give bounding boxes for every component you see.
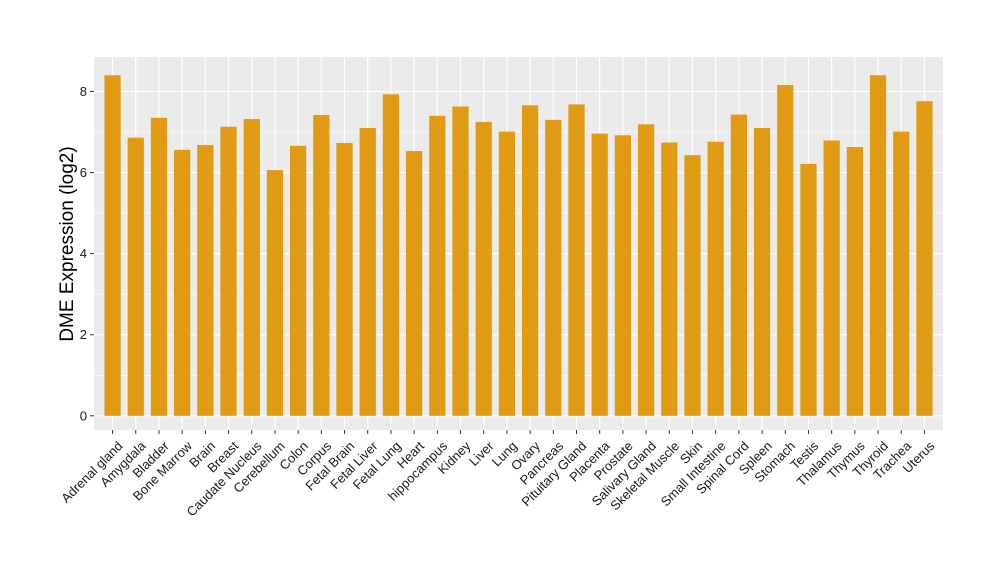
- bar-thymus: [846, 147, 863, 416]
- bar-ovary: [521, 105, 539, 416]
- bar-corpus: [313, 114, 330, 416]
- bar-kidney: [452, 106, 469, 416]
- y-axis: 0 2 4 6 8: [80, 84, 94, 423]
- y-axis-title: DME Expression (log2): [57, 146, 78, 341]
- bar-breast: [220, 126, 237, 416]
- bar-skin: [684, 155, 701, 416]
- bar-thalamus: [823, 140, 840, 416]
- bar-heart: [405, 151, 423, 416]
- bar-fetal-lung: [382, 94, 400, 416]
- bar-spleen: [753, 127, 771, 416]
- bar-fetal-liver: [359, 127, 376, 416]
- bar-lung: [498, 131, 516, 416]
- bar-fetal-brain: [336, 142, 353, 416]
- bar-caudate-nucleus: [243, 119, 260, 416]
- bar-placenta: [591, 133, 608, 416]
- y-tick-label: 4: [80, 246, 87, 261]
- bar-cerebellum: [266, 170, 284, 416]
- bar-adrenal-gland: [104, 75, 121, 416]
- bar-pituitary-gland: [568, 104, 585, 416]
- bar-amygdala: [127, 137, 144, 416]
- bar-uterus: [916, 101, 933, 416]
- bar-colon: [290, 145, 307, 416]
- bar-stomach: [777, 84, 794, 416]
- bar-small-intestine: [707, 141, 724, 416]
- bar-bladder: [150, 117, 168, 416]
- bar-brain: [197, 144, 214, 416]
- y-tick-label: 6: [80, 165, 87, 180]
- bar-testis: [800, 164, 817, 416]
- x-tick-label: Liver: [466, 438, 497, 469]
- y-tick-label: 0: [80, 408, 87, 423]
- bars: [104, 75, 933, 416]
- bar-liver: [475, 121, 492, 416]
- bar-salivary-gland: [637, 124, 655, 416]
- bar-prostate: [614, 135, 632, 416]
- bar-skeletal-muscle: [661, 142, 678, 416]
- bar-hippocampus: [429, 115, 446, 416]
- y-tick-label: 8: [80, 84, 87, 99]
- bar-bone-marrow: [174, 149, 191, 416]
- bar-pancreas: [545, 119, 562, 416]
- y-tick-label: 2: [80, 327, 87, 342]
- bar-thyroid: [869, 75, 887, 416]
- bar-trachea: [893, 131, 910, 416]
- bar-spinal-cord: [730, 114, 747, 416]
